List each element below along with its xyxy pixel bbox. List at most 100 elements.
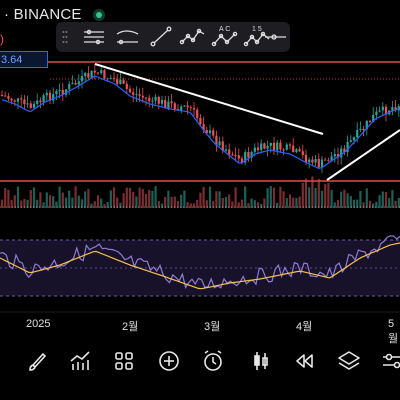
candle-body [333, 154, 336, 157]
volume-bar [256, 202, 260, 208]
horizontal-lines-tool-icon[interactable] [78, 22, 110, 52]
volume-bar [308, 187, 311, 208]
templates-icon[interactable] [111, 348, 137, 374]
candle-body [119, 80, 122, 84]
volume-bar [151, 191, 154, 208]
volume-bar [23, 198, 26, 208]
volume-bar [157, 200, 160, 208]
rsi-ma-line [0, 242, 400, 290]
candle-body [215, 135, 218, 146]
volume-bar [394, 200, 397, 208]
volume-bar [103, 203, 106, 208]
brush-icon[interactable] [24, 348, 50, 374]
trend-line-tool-icon[interactable] [145, 22, 177, 52]
candle-body [285, 144, 288, 150]
candle-body [375, 111, 378, 115]
volume-bar [295, 198, 298, 208]
candle-body [7, 96, 10, 99]
volume-bar [29, 190, 32, 208]
candle-body [36, 100, 39, 104]
symbol-header[interactable]: · BINANCE [0, 0, 400, 30]
candle-body [45, 92, 48, 96]
moving-average-line [1, 75, 400, 170]
volume-bar [272, 187, 276, 208]
candle-body [343, 148, 346, 153]
volume-bar [176, 201, 180, 208]
volume-bar [167, 190, 170, 208]
candle-body [292, 145, 295, 152]
volume-bar [349, 195, 352, 208]
volume-bar [68, 190, 71, 208]
volume-bar [90, 203, 93, 208]
volume-bar [148, 189, 151, 208]
candle-body [186, 105, 189, 108]
volume-bar [128, 187, 132, 208]
candle-body [167, 101, 170, 109]
layers-icon[interactable] [336, 348, 362, 374]
candle-body [96, 72, 100, 74]
candle-body [288, 144, 292, 146]
candle-body [320, 159, 324, 168]
volume-bar [336, 199, 340, 208]
volume-bar [340, 191, 343, 208]
volume-bar [250, 198, 253, 208]
candle-body [103, 70, 106, 79]
volume-bar [266, 188, 269, 208]
candle-body [87, 73, 90, 78]
volume-bar [13, 195, 16, 208]
volume-bar [119, 202, 122, 208]
candle-body [244, 152, 247, 163]
volume-bar [93, 201, 96, 208]
alert-clock-icon[interactable] [200, 348, 226, 374]
replay-icon[interactable] [292, 348, 318, 374]
volume-bar [170, 196, 173, 208]
volume-bar [106, 202, 109, 208]
drag-handle-icon[interactable] [62, 30, 68, 44]
candle-body [148, 97, 151, 102]
volume-bar [212, 201, 215, 208]
candle-body [151, 100, 154, 102]
candle-icon[interactable] [248, 348, 274, 374]
candle-body [397, 106, 400, 111]
candle-body [199, 117, 202, 125]
candle-body [202, 124, 205, 131]
market-open-indicator-icon [93, 9, 105, 21]
volume-bar [135, 196, 138, 208]
candle-body [84, 73, 87, 77]
abcd-pattern-tool-icon[interactable]: A C [209, 22, 241, 52]
candle-body [157, 96, 160, 104]
volume-bar [327, 183, 330, 208]
candle-body [192, 108, 196, 110]
candle-body [394, 107, 397, 111]
exchange-label: · BINANCE [4, 6, 82, 23]
candle-body [189, 107, 192, 109]
volume-bar [160, 203, 164, 208]
descending-trend-line[interactable] [94, 63, 324, 135]
volume-bar [4, 188, 7, 208]
settings-sliders-icon[interactable] [380, 348, 400, 374]
candle-body [272, 142, 276, 151]
candle-body [308, 159, 311, 163]
volume-bar [7, 189, 10, 208]
volume-bar [122, 193, 125, 208]
volume-bar [199, 192, 202, 208]
volume-bar [359, 190, 362, 208]
candle-body [173, 103, 176, 110]
add-icon[interactable] [156, 348, 182, 374]
channel-tool-icon[interactable] [112, 22, 144, 52]
elliott-wave-tool-icon[interactable]: 1 5 [242, 22, 274, 52]
horizontal-ray-tool-icon[interactable] [260, 22, 292, 52]
polyline-tool-icon[interactable] [177, 22, 209, 52]
candle-body [362, 128, 365, 130]
candle-body [336, 154, 340, 158]
ascending-trend-line[interactable] [326, 129, 400, 181]
volume-bar [218, 191, 221, 208]
candle-body [381, 106, 384, 111]
volume-bar [368, 200, 372, 208]
candle-body [77, 81, 80, 85]
volume-bar [317, 178, 320, 208]
candle-body [295, 149, 298, 152]
indicators-icon[interactable] [67, 348, 93, 374]
volume-bar [263, 198, 266, 208]
